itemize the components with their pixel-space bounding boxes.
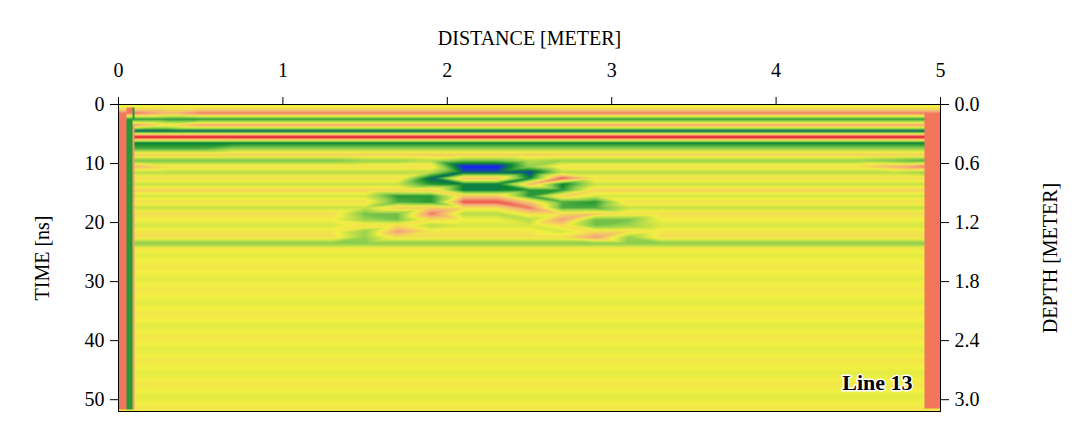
- svg-text:10: 10: [85, 152, 105, 174]
- svg-text:DEPTH [METER]: DEPTH [METER]: [1039, 183, 1061, 334]
- svg-text:30: 30: [85, 270, 105, 292]
- svg-text:40: 40: [85, 329, 105, 351]
- svg-text:5: 5: [936, 59, 946, 81]
- svg-text:DISTANCE [METER]: DISTANCE [METER]: [438, 27, 621, 49]
- svg-text:3: 3: [607, 59, 617, 81]
- svg-text:3.0: 3.0: [955, 388, 980, 410]
- svg-text:0: 0: [95, 93, 105, 115]
- svg-text:1: 1: [278, 59, 288, 81]
- svg-text:0: 0: [114, 59, 124, 81]
- svg-text:0.6: 0.6: [955, 152, 980, 174]
- svg-text:4: 4: [771, 59, 781, 81]
- svg-text:1.2: 1.2: [955, 211, 980, 233]
- svg-text:50: 50: [85, 388, 105, 410]
- svg-text:1.8: 1.8: [955, 270, 980, 292]
- svg-text:Line 13: Line 13: [842, 370, 912, 395]
- svg-text:2.4: 2.4: [955, 329, 980, 351]
- svg-text:2: 2: [442, 59, 452, 81]
- svg-text:0.0: 0.0: [955, 93, 980, 115]
- svg-text:TIME [ns]: TIME [ns]: [31, 216, 53, 301]
- svg-text:20: 20: [85, 211, 105, 233]
